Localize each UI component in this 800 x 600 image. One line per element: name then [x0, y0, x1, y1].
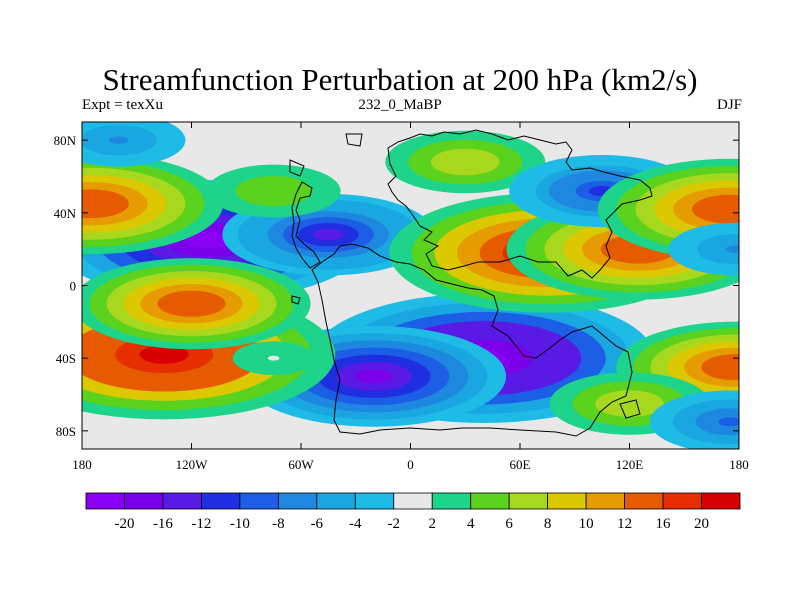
- contour-band: [82, 196, 110, 211]
- colorbar-swatch: [547, 492, 587, 510]
- contour-band: [725, 245, 739, 253]
- coastline-small-island: [619, 399, 641, 419]
- x-tick-label: 120E: [616, 457, 644, 472]
- contour-band: [453, 157, 477, 167]
- coastline-small-island: [345, 133, 363, 147]
- y-tick-label: 80N: [54, 133, 77, 148]
- colorbar-label: -12: [191, 516, 211, 532]
- season-label: DJF: [716, 97, 742, 113]
- contour-band: [718, 360, 739, 374]
- colorbar-swatch: [124, 492, 164, 510]
- contour-band: [264, 187, 284, 195]
- contour-band: [355, 369, 393, 384]
- colorbar-swatch: [624, 492, 664, 510]
- contour-band: [711, 202, 739, 217]
- colorbar-swatch: [431, 492, 472, 510]
- coastline-western: [291, 181, 321, 269]
- contour-band: [108, 136, 129, 144]
- y-tick-label: 0: [70, 279, 77, 294]
- contour-band: [174, 297, 209, 311]
- coastline-outline: [289, 129, 653, 437]
- experiment-label: Expt = texXu: [82, 97, 163, 113]
- coastline-small-island: [291, 295, 301, 305]
- contour-band: [313, 228, 344, 241]
- contour-band: [618, 399, 641, 409]
- colorbar-label: 16: [656, 516, 672, 532]
- contour-field: [82, 122, 739, 449]
- y-tick-label: 40N: [54, 206, 77, 221]
- colorbar-label: -8: [272, 516, 285, 532]
- colorbar-label: 6: [505, 516, 513, 532]
- colorbar-swatch: [662, 492, 702, 510]
- colorbar-swatch: [201, 492, 241, 510]
- colorbar-label: 8: [544, 516, 552, 532]
- colorbar-label: -6: [311, 516, 324, 532]
- colorbar-swatch: [85, 492, 125, 510]
- colorbar: -20 -16 -12 -10 -8 -6 -4 -2 2 4 6 8 10 12 16 20: [85, 492, 741, 532]
- contour-band: [139, 345, 189, 364]
- colorbar-label: 2: [428, 516, 436, 532]
- colorbar-label: 20: [694, 516, 709, 532]
- chart-title: Streamfunction Perturbation at 200 hPa (…: [102, 62, 698, 97]
- y-tick-label: 40S: [56, 351, 76, 366]
- colorbar-label: -20: [114, 516, 134, 532]
- colorbar-swatch: [701, 492, 741, 510]
- colorbar-label: 4: [467, 516, 475, 532]
- colorbar-swatch: [393, 492, 433, 510]
- colorbar-label: -4: [349, 516, 362, 532]
- coastline-small-island: [289, 159, 305, 177]
- x-tick-label: 120W: [176, 457, 209, 472]
- contour-band: [718, 417, 739, 427]
- colorbar-swatch: [316, 492, 356, 510]
- time-label: 232_0_MaBP: [358, 97, 442, 113]
- colorbar-label: 12: [617, 516, 632, 532]
- colorbar-swatch: [585, 492, 625, 510]
- colorbar-swatch: [162, 492, 202, 510]
- colorbar-swatch: [354, 492, 395, 510]
- colorbar-label: 10: [579, 516, 594, 532]
- y-tick-label: 80S: [56, 424, 76, 439]
- x-tick-label: 0: [407, 457, 414, 472]
- colorbar-swatch: [470, 492, 510, 510]
- colorbar-label: -2: [388, 516, 401, 532]
- contour-band: [187, 231, 233, 249]
- colorbar-label: -10: [230, 516, 250, 532]
- colorbar-label: -16: [153, 516, 173, 532]
- coastline-africa: [311, 243, 633, 437]
- contour-band: [267, 355, 280, 361]
- x-tick-label: 180: [729, 457, 749, 472]
- axis-ticks: 180 120W 60W 0 60E 120E 180 80N 40N 0 40S 80S: [54, 122, 749, 472]
- colorbar-swatch: [277, 492, 318, 510]
- x-tick-label: 180: [72, 457, 92, 472]
- colorbar-swatch: [239, 492, 279, 510]
- colorbar-swatch: [508, 492, 549, 510]
- coastline-eastern: [387, 129, 653, 279]
- x-tick-label: 60W: [288, 457, 314, 472]
- x-tick-label: 60E: [510, 457, 531, 472]
